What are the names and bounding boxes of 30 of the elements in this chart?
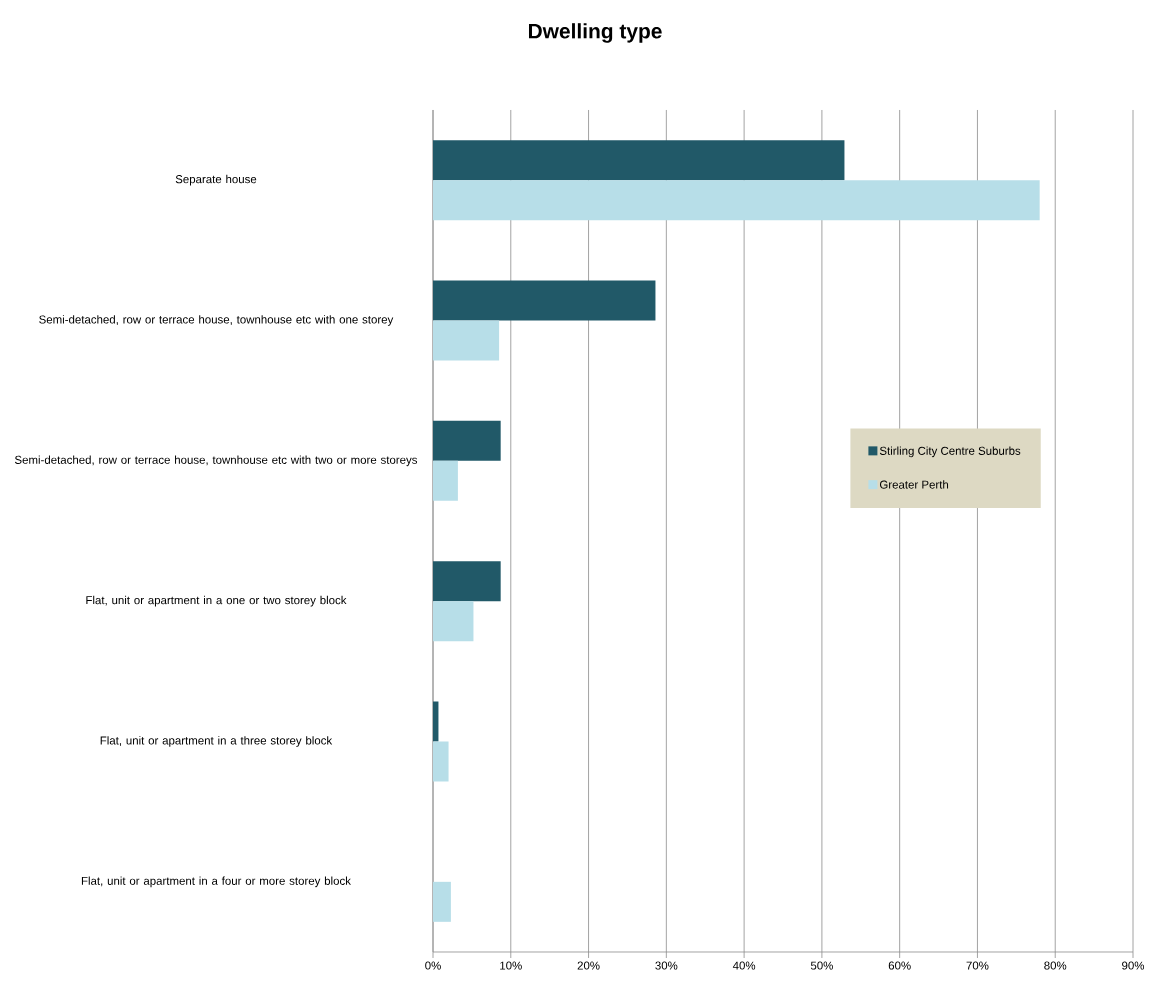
y-tick-label: Flat, unit or apartment in a four or more storey block bbox=[81, 876, 351, 888]
x-tick-label: 10% bbox=[500, 961, 522, 970]
legend-label: Greater Perth bbox=[879, 480, 949, 489]
legend-label: Stirling City Centre Suburbs bbox=[879, 446, 1021, 458]
bar bbox=[433, 140, 845, 181]
y-tick-label: Semi-detached, row or terrace house, townhouse etc with two or more storeys bbox=[14, 455, 418, 467]
bar bbox=[433, 420, 501, 461]
x-tick-label: 80% bbox=[1044, 961, 1067, 970]
y-tick-label: Separate house bbox=[175, 174, 257, 186]
x-tick-label: 20% bbox=[577, 961, 600, 970]
x-tick-label: 0% bbox=[425, 961, 441, 970]
x-tick-label: 90% bbox=[1122, 961, 1145, 970]
bar bbox=[433, 741, 449, 782]
y-tick-label: Flat, unit or apartment in a three storey block bbox=[100, 736, 333, 747]
bar bbox=[433, 561, 501, 602]
y-tick-label: Semi-detached, row or terrace house, townhouse etc with one storey bbox=[39, 315, 394, 326]
bar bbox=[433, 180, 1040, 221]
x-tick-label: 70% bbox=[966, 961, 989, 970]
x-tick-label: 60% bbox=[888, 961, 911, 970]
x-tick-label: 50% bbox=[810, 961, 833, 970]
bar bbox=[433, 701, 439, 742]
bar bbox=[433, 280, 656, 321]
bar bbox=[433, 460, 458, 501]
y-tick-label: Flat, unit or apartment in a one or two storey block bbox=[86, 595, 347, 607]
x-tick-label: 40% bbox=[732, 961, 756, 970]
bar bbox=[433, 601, 474, 642]
x-tick-label: 30% bbox=[655, 961, 678, 970]
bar bbox=[433, 881, 451, 922]
bar bbox=[433, 320, 500, 361]
chart-title: Dwelling type bbox=[528, 23, 662, 43]
